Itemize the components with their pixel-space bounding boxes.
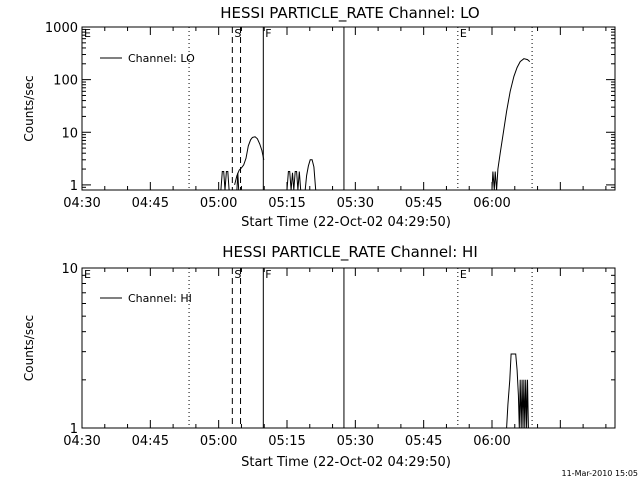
legend-label-hi: Channel: HI [128,292,192,305]
event-marker-label: E [460,268,467,281]
x-tick-label: 05:00 [200,434,237,449]
x-tick-label: 05:45 [405,434,442,449]
legend-label-lo: Channel: LO [128,52,195,65]
series-line [236,172,240,191]
event-marker-label: E [460,27,467,40]
x-axis-label-lo: Start Time (22-Oct-02 04:29:50) [241,215,451,230]
y-tick-label: 10 [61,262,78,277]
x-tick-label: 04:30 [63,196,100,211]
y-tick-label: 10 [61,126,78,141]
legend-hi: Channel: HI [100,292,192,305]
series-line [304,159,317,191]
x-tick-label: 05:00 [200,196,237,211]
series-line [220,171,230,191]
x-tick-label: 04:45 [132,434,169,449]
y-axis-label-lo: Counts/sec [22,75,36,141]
x-tick-label: 06:00 [473,434,510,449]
x-tick-label: 05:15 [268,196,305,211]
legend-lo: Channel: LO [100,52,195,65]
event-marker-label: F [265,27,271,40]
event-marker-label: F [265,268,271,281]
panel-lo: HESSI PARTICLE_RATE Channel: LO Counts/s… [22,4,616,230]
x-tick-label: 05:30 [337,434,374,449]
x-tick-label: 04:45 [132,196,169,211]
chart-title-hi: HESSI PARTICLE_RATE Channel: HI [222,243,478,262]
panel-hi: HESSI PARTICLE_RATE Channel: HI Counts/s… [22,243,616,470]
series-line [491,58,531,191]
series-line [234,136,265,186]
x-tick-label: 05:45 [405,196,442,211]
x-axis-label-hi: Start Time (22-Oct-02 04:29:50) [241,455,451,470]
series-line [506,353,529,429]
y-tick-label: 1 [70,422,78,437]
event-marker-label: E [84,268,91,281]
event-marker-label: S [234,268,241,281]
event-marker-label: E [84,27,91,40]
event-marker-label: S [234,27,241,40]
x-tick-label: 04:30 [63,434,100,449]
y-tick-label: 1 [70,179,78,194]
y-tick-label: 1000 [45,21,78,36]
footer-timestamp: 11-Mar-2010 15:05 [562,469,639,478]
x-tick-label: 05:30 [337,196,374,211]
series-line [286,171,302,191]
y-tick-label: 100 [53,74,78,89]
x-tick-label: 05:15 [268,434,305,449]
x-tick-label: 06:00 [473,196,510,211]
chart-title-lo: HESSI PARTICLE_RATE Channel: LO [220,4,479,23]
y-axis-label-hi: Counts/sec [22,315,36,381]
